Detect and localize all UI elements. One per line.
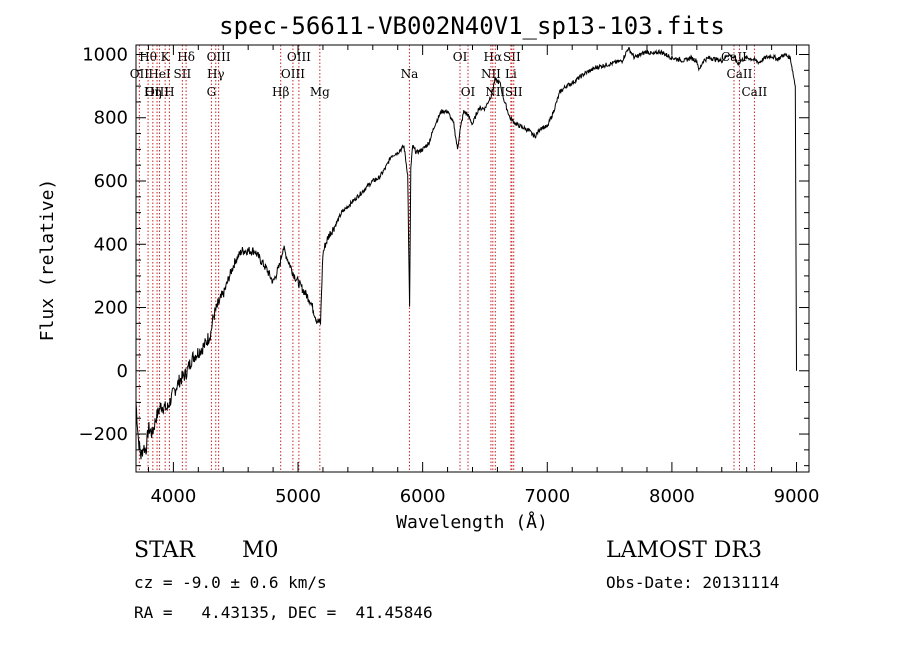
line-label: Hθ (139, 50, 157, 64)
y-tick-label: 0 (117, 361, 128, 382)
line-label: Hα (484, 50, 503, 64)
x-tick-label: 6000 (400, 486, 446, 507)
object-subclass: M0 (242, 538, 279, 563)
line-label: H (164, 85, 174, 99)
x-tick-label: 4000 (150, 486, 196, 507)
line-label: Na (401, 67, 419, 81)
axes-ticks: 4000 5000 6000 7000 8000 9000 −200 0 200 400 600 80… (79, 44, 820, 507)
line-label: NII (485, 85, 505, 99)
coordinates: RA = 4.43135, DEC = 41.45846 (134, 603, 433, 622)
y-tick-label: 1000 (82, 44, 128, 65)
line-label: SII (174, 67, 192, 81)
y-tick-label: 800 (94, 108, 128, 129)
line-label: Hγ (207, 67, 225, 81)
line-label: K (161, 50, 171, 64)
line-label: OIII (287, 50, 311, 64)
line-label: Hδ (177, 50, 195, 64)
y-tick-label: 600 (94, 171, 128, 192)
y-tick-label: −200 (79, 424, 128, 445)
spectrum-line (135, 46, 797, 460)
x-tick-label: 7000 (524, 486, 570, 507)
line-label: SII (503, 50, 521, 64)
y-axis-label: Flux (relative) (37, 179, 58, 342)
chart-title: spec-56611-VB002N40V1_sp13-103.fits (219, 12, 725, 40)
line-label: OIII (145, 85, 169, 99)
observation-date: Obs-Date: 20131114 (606, 573, 780, 592)
object-class: STAR (134, 538, 195, 563)
line-label: OIII (207, 50, 231, 64)
line-label: OI (461, 85, 476, 99)
x-tick-label: 8000 (649, 486, 695, 507)
x-axis-label: Wavelength (Å) (396, 511, 548, 533)
spectrum-series (135, 46, 797, 460)
survey-name: LAMOST DR3 (606, 538, 762, 563)
line-label: SII (505, 85, 523, 99)
line-label: OI (453, 50, 468, 64)
line-label: Li (505, 67, 517, 81)
line-label: Hη (144, 85, 162, 99)
x-tick-label: 9000 (774, 486, 820, 507)
line-label: NII (481, 67, 501, 81)
line-label: HeI (148, 67, 171, 81)
line-label: G (207, 85, 217, 99)
line-label: Mg (310, 85, 330, 99)
line-label: CaII (741, 85, 767, 99)
y-tick-label: 200 (94, 298, 128, 319)
line-label: OII (130, 67, 150, 81)
y-tick-label: 400 (94, 234, 128, 255)
redshift-velocity: cz = -9.0 ± 0.6 km/s (134, 573, 327, 592)
x-tick-label: 5000 (275, 486, 321, 507)
line-label: OIII (281, 67, 305, 81)
line-label: Hβ (272, 85, 289, 99)
line-label: CaII (727, 67, 753, 81)
